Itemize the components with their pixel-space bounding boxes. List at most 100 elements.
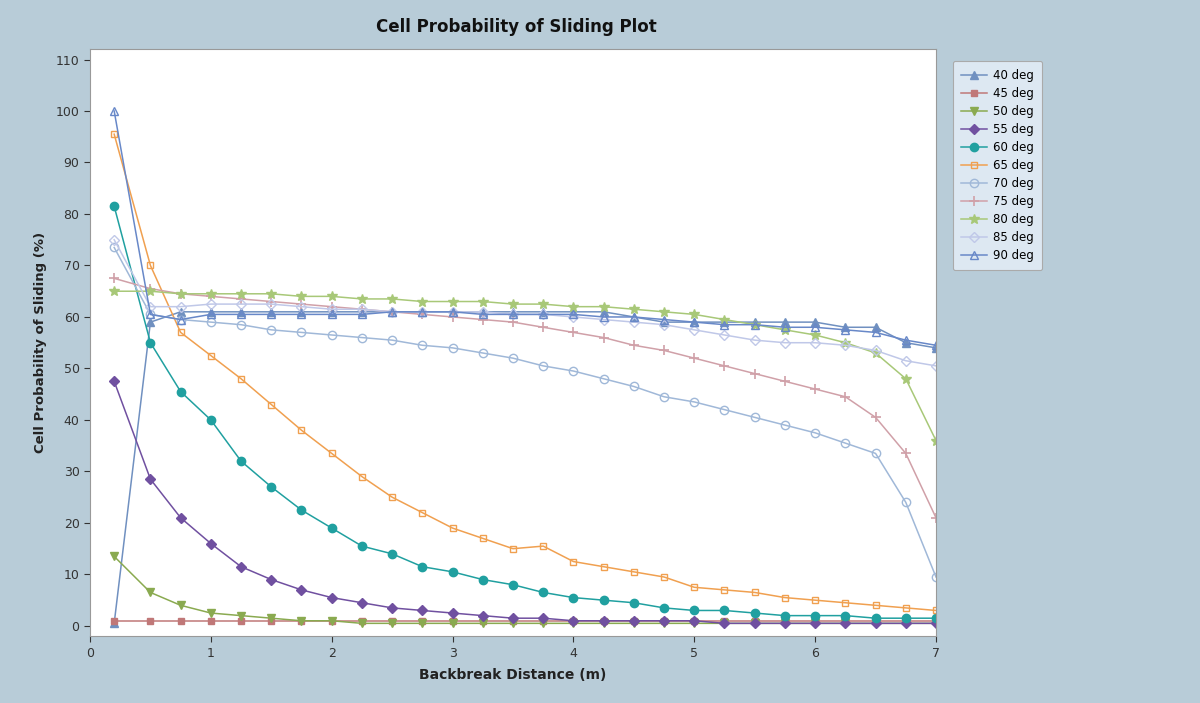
- 40 deg: [656, 318, 671, 326]
- 40 deg: [808, 318, 822, 326]
- 80 deg: [566, 302, 581, 311]
- 80 deg: [385, 295, 400, 303]
- 90 deg: [143, 310, 157, 318]
- 55 deg: [778, 619, 792, 628]
- 90 deg: [385, 308, 400, 316]
- X-axis label: Backbreak Distance (m): Backbreak Distance (m): [419, 668, 607, 682]
- 45 deg: [355, 617, 370, 625]
- 90 deg: [808, 323, 822, 332]
- 50 deg: [688, 619, 702, 628]
- 70 deg: [929, 573, 943, 581]
- 45 deg: [566, 617, 581, 625]
- 65 deg: [838, 598, 852, 607]
- 45 deg: [748, 617, 762, 625]
- 70 deg: [415, 341, 430, 349]
- 55 deg: [475, 612, 490, 620]
- 90 deg: [204, 310, 218, 318]
- 90 deg: [294, 310, 308, 318]
- 85 deg: [566, 313, 581, 321]
- 60 deg: [929, 614, 943, 622]
- 55 deg: [626, 617, 641, 625]
- 65 deg: [536, 542, 551, 550]
- 55 deg: [899, 619, 913, 628]
- 50 deg: [566, 619, 581, 628]
- 75 deg: [174, 290, 188, 298]
- Line: 40 deg: 40 deg: [110, 308, 940, 628]
- 55 deg: [324, 593, 338, 602]
- 45 deg: [385, 617, 400, 625]
- 50 deg: [748, 619, 762, 628]
- 65 deg: [143, 262, 157, 270]
- 85 deg: [596, 316, 611, 324]
- 80 deg: [264, 290, 278, 298]
- 80 deg: [808, 331, 822, 340]
- 40 deg: [415, 308, 430, 316]
- 45 deg: [718, 617, 732, 625]
- 55 deg: [385, 604, 400, 612]
- 70 deg: [204, 318, 218, 326]
- 65 deg: [808, 596, 822, 605]
- 50 deg: [234, 612, 248, 620]
- 90 deg: [355, 310, 370, 318]
- 60 deg: [505, 581, 520, 589]
- 70 deg: [656, 392, 671, 401]
- 50 deg: [204, 609, 218, 617]
- 40 deg: [355, 308, 370, 316]
- 80 deg: [174, 290, 188, 298]
- 70 deg: [264, 325, 278, 334]
- 55 deg: [536, 614, 551, 622]
- Line: 90 deg: 90 deg: [110, 107, 940, 349]
- 65 deg: [688, 583, 702, 591]
- 85 deg: [385, 308, 400, 316]
- 60 deg: [355, 542, 370, 550]
- 75 deg: [778, 377, 792, 385]
- 85 deg: [626, 318, 641, 326]
- 80 deg: [505, 300, 520, 309]
- 85 deg: [688, 325, 702, 334]
- 85 deg: [778, 339, 792, 347]
- 50 deg: [415, 619, 430, 628]
- 85 deg: [174, 302, 188, 311]
- 60 deg: [107, 202, 121, 210]
- 75 deg: [536, 323, 551, 332]
- 50 deg: [385, 619, 400, 628]
- 60 deg: [264, 483, 278, 491]
- 60 deg: [294, 506, 308, 515]
- 45 deg: [445, 617, 460, 625]
- 70 deg: [566, 367, 581, 375]
- 40 deg: [899, 339, 913, 347]
- 70 deg: [505, 354, 520, 362]
- 75 deg: [869, 413, 883, 422]
- 60 deg: [869, 614, 883, 622]
- 85 deg: [899, 356, 913, 365]
- 50 deg: [264, 614, 278, 622]
- 45 deg: [596, 617, 611, 625]
- 80 deg: [355, 295, 370, 303]
- Line: 60 deg: 60 deg: [110, 202, 940, 622]
- 55 deg: [107, 377, 121, 385]
- 70 deg: [294, 328, 308, 337]
- 65 deg: [929, 606, 943, 614]
- 90 deg: [445, 308, 460, 316]
- 50 deg: [324, 617, 338, 625]
- 40 deg: [718, 318, 732, 326]
- 65 deg: [656, 573, 671, 581]
- 50 deg: [626, 619, 641, 628]
- 80 deg: [143, 287, 157, 295]
- 75 deg: [596, 333, 611, 342]
- 50 deg: [107, 552, 121, 560]
- 90 deg: [869, 328, 883, 337]
- 65 deg: [234, 375, 248, 383]
- 60 deg: [808, 612, 822, 620]
- 70 deg: [899, 498, 913, 507]
- 70 deg: [475, 349, 490, 357]
- 65 deg: [748, 588, 762, 597]
- 60 deg: [718, 606, 732, 614]
- 45 deg: [929, 617, 943, 625]
- 80 deg: [445, 297, 460, 306]
- 40 deg: [838, 323, 852, 332]
- 55 deg: [596, 617, 611, 625]
- 55 deg: [869, 619, 883, 628]
- 70 deg: [174, 316, 188, 324]
- 60 deg: [656, 604, 671, 612]
